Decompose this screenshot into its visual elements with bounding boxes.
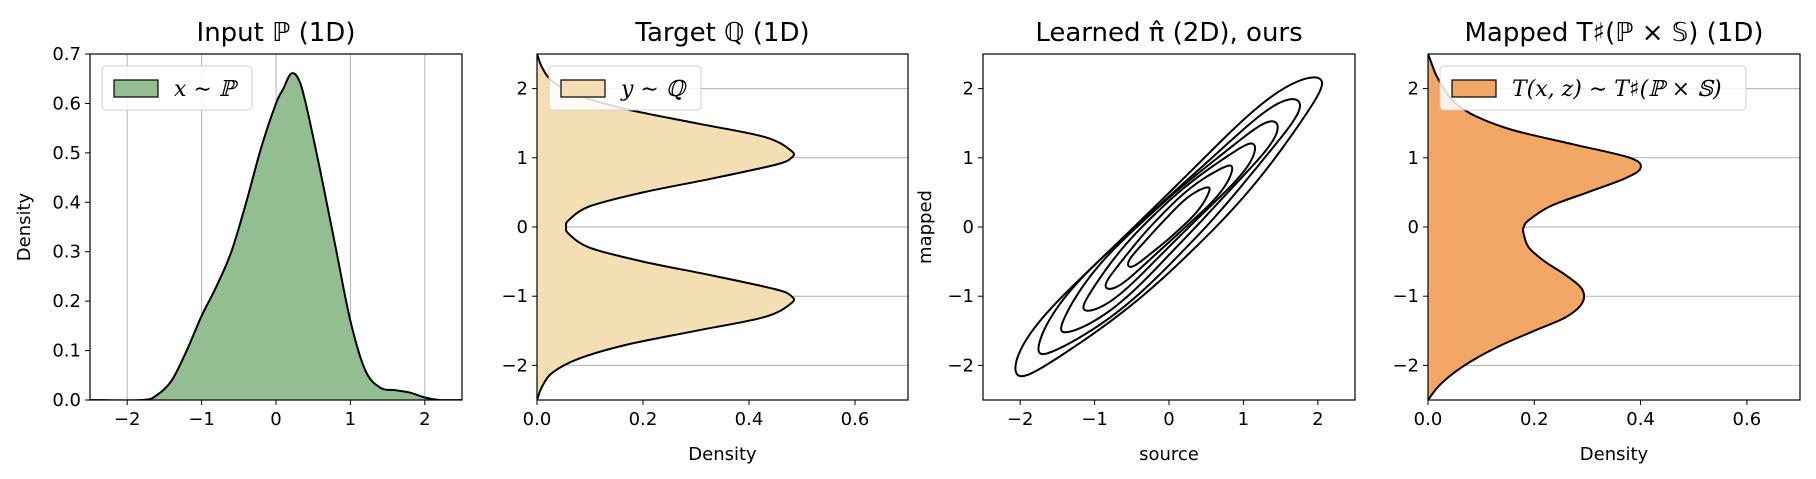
panel-3: −2 −1 0 1 2 −2 −1 0 1 2 Learned π̂ (2D), ours sourc… <box>915 18 1356 465</box>
y-axis-label: mapped <box>915 190 936 264</box>
density-area <box>1428 54 1641 400</box>
y-tick-label: 0.4 <box>52 192 81 213</box>
contour-line <box>1082 142 1257 312</box>
contour-line <box>1104 164 1234 290</box>
x-tick-label: −1 <box>188 409 215 430</box>
contour-line <box>1060 120 1279 334</box>
legend-box <box>1439 65 1747 111</box>
x-axis-label: Density <box>688 444 757 465</box>
x-tick-label: 0.2 <box>1520 409 1549 430</box>
y-tick-label: 1 <box>517 148 528 169</box>
panel-4: 0.0 0.2 0.4 0.6 −2 −1 0 1 2 Mapped T♯(ℙ × 𝕊) (1D)… <box>1392 18 1801 465</box>
y-tick-label: −1 <box>947 286 974 307</box>
y-tick-label: 0.3 <box>52 242 81 263</box>
x-tick-label: 1 <box>1238 409 1249 430</box>
x-tick-label: 1 <box>345 409 356 430</box>
legend-label: x ∼ ℙ <box>174 77 239 102</box>
panel-1: −2 −1 0 1 2 0.0 0.1 0.2 0.3 0.4 0.5 0.6 0.7 Input ℙ (… <box>14 18 463 430</box>
x-tick-label: 2 <box>1312 409 1323 430</box>
legend-label: y ∼ ℚ <box>620 77 688 102</box>
chart-title: Mapped T♯(ℙ × 𝕊) (1D) <box>1464 18 1763 48</box>
y-tick-label: 0.0 <box>52 390 81 411</box>
chart-title: Input ℙ (1D) <box>197 18 356 48</box>
x-tick-label: −1 <box>1081 409 1108 430</box>
y-tick-label: 0 <box>517 217 528 238</box>
y-axis-label: Density <box>14 192 35 261</box>
contour-line <box>1014 76 1324 378</box>
x-tick-label: 0.6 <box>841 409 870 430</box>
x-tick-label: 0.4 <box>735 409 764 430</box>
y-tick-label: −1 <box>501 286 528 307</box>
y-tick-label: −1 <box>1392 286 1419 307</box>
panel-2: 0.0 0.2 0.4 0.6 −2 −1 0 1 2 Target ℚ (1D) Density y… <box>501 18 909 465</box>
contour-line <box>1127 186 1211 268</box>
density-curve <box>90 72 462 400</box>
density-curve <box>537 54 796 400</box>
density-area <box>90 73 462 400</box>
legend-swatch <box>113 79 159 98</box>
x-tick-label: 0 <box>1163 409 1174 430</box>
legend: y ∼ ℚ <box>548 65 702 111</box>
y-tick-label: 1 <box>963 148 974 169</box>
contour-line <box>1037 98 1301 356</box>
y-tick-label: 0.5 <box>52 143 81 164</box>
y-tick-label: 0.6 <box>52 93 81 114</box>
x-tick-label: 0.4 <box>1626 409 1655 430</box>
legend-swatch <box>1451 79 1497 98</box>
x-axis-label: Density <box>1580 444 1649 465</box>
y-tick-label: −2 <box>501 355 528 376</box>
y-tick-label: 2 <box>1408 79 1419 100</box>
x-tick-label: 0 <box>270 409 281 430</box>
x-tick-label: −2 <box>1007 409 1034 430</box>
x-axis-label: source <box>1139 444 1199 465</box>
y-tick-label: 0.1 <box>52 341 81 362</box>
x-tick-label: 0.2 <box>629 409 658 430</box>
y-tick-label: 0 <box>1408 217 1419 238</box>
y-tick-label: 2 <box>517 79 528 100</box>
chart-title: Target ℚ (1D) <box>634 18 809 48</box>
chart-title: Learned π̂ (2D), ours <box>1035 18 1302 48</box>
y-tick-label: 0.2 <box>52 291 81 312</box>
density-area <box>537 54 795 400</box>
y-tick-label: 2 <box>963 79 974 100</box>
x-tick-label: 0.0 <box>1414 409 1443 430</box>
y-tick-label: 1 <box>1408 148 1419 169</box>
legend-swatch <box>560 79 606 98</box>
x-tick-label: 0.6 <box>1733 409 1762 430</box>
legend-label: T(x, z) ∼ T♯(ℙ × 𝕊) <box>1512 77 1722 102</box>
y-tick-label: −2 <box>947 355 974 376</box>
x-tick-label: 2 <box>419 409 430 430</box>
legend: T(x, z) ∼ T♯(ℙ × 𝕊) <box>1439 65 1747 111</box>
legend-box <box>101 65 253 111</box>
y-tick-label: 0 <box>963 217 974 238</box>
legend: x ∼ ℙ <box>101 65 253 111</box>
y-tick-label: 0.7 <box>52 44 81 65</box>
x-tick-label: 0.0 <box>523 409 552 430</box>
legend-box <box>548 65 702 111</box>
y-tick-label: −2 <box>1392 355 1419 376</box>
x-tick-label: −2 <box>114 409 141 430</box>
